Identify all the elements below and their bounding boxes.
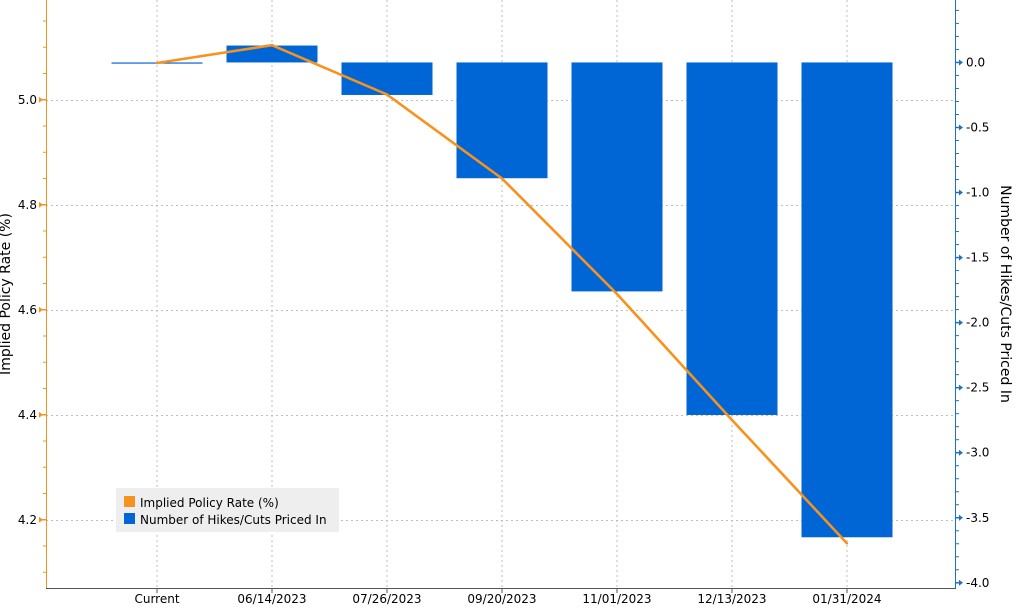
right-tick-label: -1.0 [966, 186, 989, 200]
bar-01/31/2024 [801, 62, 893, 538]
policy-rate-point-Current [155, 61, 159, 65]
policy-rate-point-12/13/2023 [730, 418, 734, 422]
left-tick-marker [39, 96, 43, 103]
right-tick-marker [959, 124, 963, 131]
right-tick-label: -3.0 [966, 446, 989, 460]
right-tick-marker [959, 384, 963, 391]
x-tick-label: Current [134, 592, 179, 606]
right-tick-marker [959, 254, 963, 261]
left-tick-label: 4.4 [18, 408, 37, 422]
left-tick-marker [39, 306, 43, 313]
left-tick-label: 4.6 [18, 303, 37, 317]
policy-rate-point-07/26/2023 [385, 93, 389, 96]
line-series [155, 43, 849, 545]
x-tick-label: 07/26/2023 [352, 592, 421, 606]
right-tick-marker [959, 449, 963, 456]
legend-swatch-hikes-cuts [124, 513, 135, 524]
left-tick-marker [39, 201, 43, 208]
x-tick-label: 06/14/2023 [237, 592, 306, 606]
right-tick-label: -2.5 [966, 381, 989, 395]
bar-series [111, 45, 893, 538]
right-tick-label: -1.5 [966, 251, 989, 265]
legend-label-policy-rate: Implied Policy Rate (%) [140, 496, 279, 510]
right-tick-label: -4.0 [966, 576, 989, 590]
right-tick-label: -0.5 [966, 120, 989, 134]
policy-rate-point-06/14/2023 [270, 43, 274, 47]
left-tick-label: 4.8 [18, 198, 37, 212]
bar-11/01/2023 [571, 62, 663, 292]
axes [46, 0, 956, 589]
x-tick-label: 09/20/2023 [467, 592, 536, 606]
right-tick-marker [959, 189, 963, 196]
right-axis-ticks: 0.0 -0.5 -1.0 -1.5 -2.0 -2.5 -3.0 -3.5 -4.0 [956, 9, 989, 590]
x-axis-ticks: Current 06/14/2023 07/26/2023 09/20/2023 11/… [134, 588, 882, 606]
legend-swatch-policy-rate [124, 496, 135, 507]
bar-07/26/2023 [341, 62, 433, 95]
policy-rate-point-01/31/2024 [845, 542, 849, 545]
right-tick-label: -2.0 [966, 316, 989, 330]
right-axis-title: Number of Hikes/Cuts Priced In [997, 185, 1013, 403]
legend-label-hikes-cuts: Number of Hikes/Cuts Priced In [140, 513, 327, 527]
bar-09/20/2023 [456, 62, 548, 179]
policy-rate-point-09/20/2023 [500, 177, 504, 180]
left-tick-marker [39, 411, 43, 418]
right-tick-marker [959, 59, 963, 66]
x-tick-label: 11/01/2023 [582, 592, 651, 606]
legend: Implied Policy Rate (%) Number of Hikes/… [116, 488, 339, 532]
left-tick-label: 5.0 [18, 93, 37, 107]
legend-background [116, 488, 339, 532]
left-axis-title: Implied Policy Rate (%) [0, 213, 14, 375]
x-tick-label: 01/31/2024 [812, 592, 881, 606]
left-tick-label: 4.2 [18, 513, 37, 527]
policy-rate-point-11/01/2023 [615, 292, 619, 296]
right-tick-marker [959, 319, 963, 326]
right-tick-marker [959, 579, 963, 586]
bar-12/13/2023 [686, 62, 778, 415]
right-tick-label: 0.0 [966, 55, 985, 69]
left-tick-marker [39, 516, 43, 523]
left-axis-ticks: 4.2 4.4 4.6 4.8 5.0 [18, 20, 46, 573]
right-tick-label: -3.5 [966, 511, 989, 525]
x-tick-label: 12/13/2023 [697, 592, 766, 606]
right-tick-marker [959, 514, 963, 521]
